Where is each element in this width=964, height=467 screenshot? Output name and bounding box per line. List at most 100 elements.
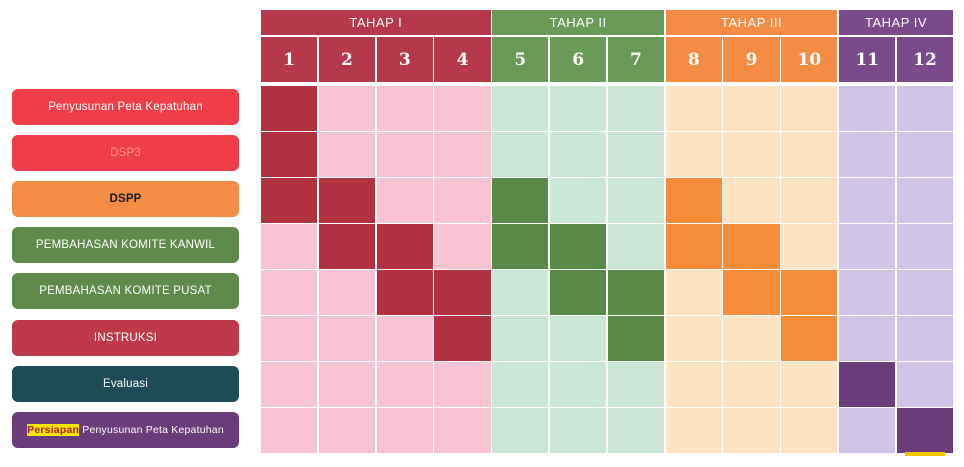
row-label-2: DSP3 xyxy=(12,135,239,171)
active-cell-r5-c6 xyxy=(550,270,607,315)
cell-r8-c2 xyxy=(318,408,376,453)
cell-r4-c11 xyxy=(839,224,896,269)
cell-r3-c3 xyxy=(376,178,433,223)
row-label-1: Penyusunan Peta Kepatuhan xyxy=(12,89,239,125)
column-number-2: 2 xyxy=(318,37,376,82)
active-cell-r3-c8 xyxy=(665,178,722,223)
cell-r5-c5 xyxy=(492,270,549,315)
cell-r4-c1 xyxy=(261,224,318,269)
cell-r5-c2 xyxy=(318,270,376,315)
active-cell-r4-c5 xyxy=(492,224,549,269)
active-cell-r5-c4 xyxy=(434,270,491,315)
active-cell-r5-c3 xyxy=(376,270,433,315)
cell-r3-c9 xyxy=(723,178,780,223)
cell-r1-c3 xyxy=(376,86,433,131)
cell-r6-c5 xyxy=(492,316,549,361)
cell-r5-c1 xyxy=(261,270,318,315)
cell-r4-c7 xyxy=(607,224,665,269)
cell-r3-c12 xyxy=(896,178,954,223)
cell-r6-c12 xyxy=(896,316,954,361)
active-cell-r4-c3 xyxy=(376,224,433,269)
active-cell-r6-c4 xyxy=(434,316,491,361)
active-cell-r6-c10 xyxy=(781,316,838,361)
cell-r8-c4 xyxy=(434,408,491,453)
cell-r8-c11 xyxy=(839,408,896,453)
highlighted-word: Persiapan xyxy=(27,423,80,436)
cell-r6-c8 xyxy=(665,316,722,361)
column-number-3: 3 xyxy=(376,37,433,82)
cell-r2-c9 xyxy=(723,132,780,177)
cell-r5-c11 xyxy=(839,270,896,315)
column-number-6: 6 xyxy=(550,37,607,82)
cell-r3-c7 xyxy=(607,178,665,223)
cell-r4-c10 xyxy=(781,224,838,269)
cell-r4-c12 xyxy=(896,224,954,269)
active-cell-r1-c1 xyxy=(261,86,318,131)
cell-r1-c10 xyxy=(781,86,838,131)
active-cell-r3-c1 xyxy=(261,178,318,223)
row-label-text: Penyusunan Peta Kepatuhan xyxy=(79,423,224,436)
column-number-9: 9 xyxy=(723,37,780,82)
cell-r8-c6 xyxy=(550,408,607,453)
cell-r2-c11 xyxy=(839,132,896,177)
cell-r2-c10 xyxy=(781,132,838,177)
active-cell-r3-c2 xyxy=(318,178,376,223)
cell-r7-c5 xyxy=(492,362,549,407)
cell-r8-c10 xyxy=(781,408,838,453)
column-number-7: 7 xyxy=(607,37,665,82)
active-cell-r4-c6 xyxy=(550,224,607,269)
cell-r2-c12 xyxy=(896,132,954,177)
cell-r5-c12 xyxy=(896,270,954,315)
column-number-10: 10 xyxy=(781,37,838,82)
active-cell-r4-c2 xyxy=(318,224,376,269)
cell-r2-c2 xyxy=(318,132,376,177)
active-cell-r5-c7 xyxy=(607,270,665,315)
active-cell-r4-c9 xyxy=(723,224,780,269)
cell-r7-c8 xyxy=(665,362,722,407)
cell-r8-c5 xyxy=(492,408,549,453)
cell-r8-c9 xyxy=(723,408,780,453)
cell-r8-c7 xyxy=(607,408,665,453)
cell-r1-c5 xyxy=(492,86,549,131)
cell-r5-c8 xyxy=(665,270,722,315)
cell-r6-c9 xyxy=(723,316,780,361)
cell-r6-c11 xyxy=(839,316,896,361)
column-number-8: 8 xyxy=(665,37,722,82)
cell-r1-c2 xyxy=(318,86,376,131)
cell-r7-c7 xyxy=(607,362,665,407)
column-number-12: 12 xyxy=(896,37,954,82)
cell-r6-c1 xyxy=(261,316,318,361)
active-cell-r4-c8 xyxy=(665,224,722,269)
cell-r7-c3 xyxy=(376,362,433,407)
cell-r1-c11 xyxy=(839,86,896,131)
cell-r1-c6 xyxy=(550,86,607,131)
cell-r8-c1 xyxy=(261,408,318,453)
cell-r1-c9 xyxy=(723,86,780,131)
cell-r1-c7 xyxy=(607,86,665,131)
phase-header-3: TAHAP III xyxy=(665,10,838,35)
active-cell-r6-c7 xyxy=(607,316,665,361)
cell-r7-c1 xyxy=(261,362,318,407)
cell-r1-c4 xyxy=(434,86,491,131)
cell-r3-c6 xyxy=(550,178,607,223)
cell-r2-c5 xyxy=(492,132,549,177)
row-label-7: Evaluasi xyxy=(12,366,239,402)
cell-r7-c2 xyxy=(318,362,376,407)
cell-r8-c3 xyxy=(376,408,433,453)
cell-r2-c3 xyxy=(376,132,433,177)
cell-r1-c12 xyxy=(896,86,954,131)
cell-r6-c2 xyxy=(318,316,376,361)
active-cell-r8-c12 xyxy=(896,408,954,453)
cell-r3-c11 xyxy=(839,178,896,223)
active-cell-r2-c1 xyxy=(261,132,318,177)
phase-header-1: TAHAP I xyxy=(261,10,491,35)
cell-r2-c6 xyxy=(550,132,607,177)
column-number-1: 1 xyxy=(261,37,318,82)
column-number-11: 11 xyxy=(839,37,896,82)
cell-r2-c4 xyxy=(434,132,491,177)
cell-r7-c9 xyxy=(723,362,780,407)
active-cell-r5-c9 xyxy=(723,270,780,315)
row-label-8: Persiapan Penyusunan Peta Kepatuhan xyxy=(12,412,239,448)
cell-r3-c10 xyxy=(781,178,838,223)
